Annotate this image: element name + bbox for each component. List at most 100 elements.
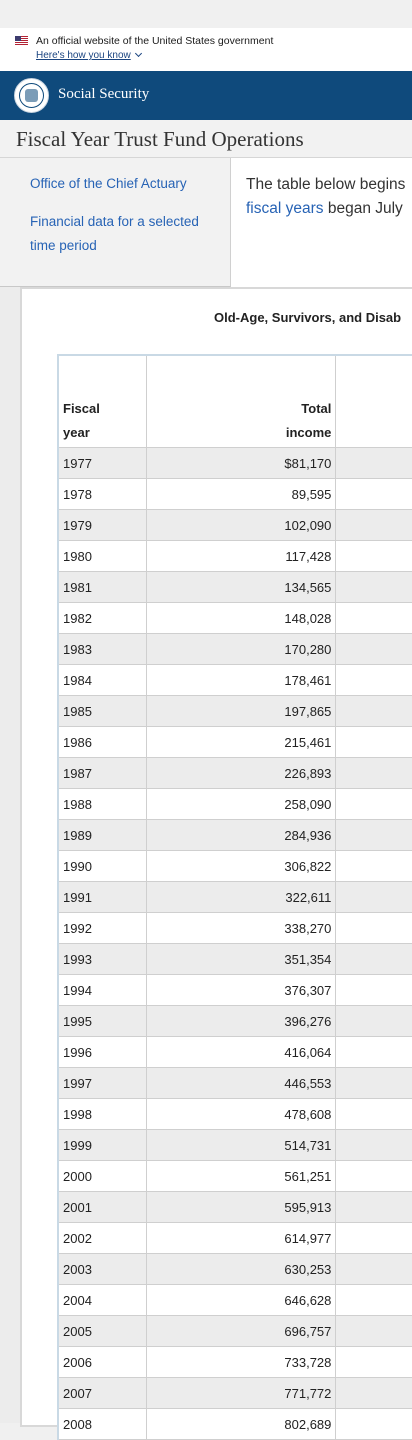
- table-row: 1995 396,276: [57, 1005, 412, 1037]
- cell-fiscal-year: 1989: [57, 819, 148, 851]
- table-title: Old-Age, Survivors, and Disab: [214, 310, 402, 325]
- cell-total-income: 351,354: [146, 943, 337, 975]
- cell-total-income: 215,461: [146, 726, 337, 758]
- cell-fiscal-year: 2002: [57, 1222, 148, 1254]
- cell-next: [335, 788, 412, 820]
- cell-next: [335, 447, 412, 479]
- table-row: 1991 322,611: [57, 881, 412, 913]
- cell-next: [335, 850, 412, 882]
- gov-banner: An official website of the United States…: [0, 28, 412, 71]
- cell-total-income: 733,728: [146, 1346, 337, 1378]
- cell-next: [335, 1222, 412, 1254]
- table-row: 2001 595,913: [57, 1191, 412, 1223]
- cell-fiscal-year: 1993: [57, 943, 148, 975]
- cell-next: [335, 1098, 412, 1130]
- table-row: 1997 446,553: [57, 1067, 412, 1099]
- cell-next: [335, 1036, 412, 1068]
- table-row: 1993 351,354: [57, 943, 412, 975]
- sidebar-item-financial-data[interactable]: Financial data for a selected time perio…: [30, 210, 199, 258]
- cell-fiscal-year: 1996: [57, 1036, 148, 1068]
- cell-fiscal-year: 2004: [57, 1284, 148, 1316]
- cell-total-income: 646,628: [146, 1284, 337, 1316]
- site-header: Social Security: [0, 71, 412, 120]
- cell-fiscal-year: 2008: [57, 1408, 148, 1440]
- seal-emblem: [25, 89, 38, 102]
- cell-total-income: 561,251: [146, 1160, 337, 1192]
- table-row: 2007 771,772: [57, 1377, 412, 1409]
- cell-total-income: 258,090: [146, 788, 337, 820]
- cell-next: [335, 974, 412, 1006]
- cell-fiscal-year: 1988: [57, 788, 148, 820]
- cell-total-income: 284,936: [146, 819, 337, 851]
- sidebar-item-financial-data-line1: Financial data for a selected: [30, 214, 199, 229]
- cell-total-income: 630,253: [146, 1253, 337, 1285]
- cell-fiscal-year: 1994: [57, 974, 148, 1006]
- table-row: 1999 514,731: [57, 1129, 412, 1161]
- column-header-total-income-line1: Total: [301, 401, 332, 416]
- cell-total-income: 148,028: [146, 602, 337, 634]
- table-row: 1980 117,428: [57, 540, 412, 572]
- cell-next: [335, 1315, 412, 1347]
- cell-next: [335, 1191, 412, 1223]
- cell-next: [335, 1129, 412, 1161]
- ssa-seal-logo[interactable]: [14, 78, 49, 113]
- table-row: 1984 178,461: [57, 664, 412, 696]
- table-row: 1977 $81,170: [57, 447, 412, 479]
- table-row: 1979 102,090: [57, 509, 412, 541]
- intro-panel: The table below begins fiscal years bega…: [231, 158, 412, 287]
- cell-total-income: 178,461: [146, 664, 337, 696]
- table-row: 1983 170,280: [57, 633, 412, 665]
- cell-total-income: 338,270: [146, 912, 337, 944]
- cell-fiscal-year: 2007: [57, 1377, 148, 1409]
- title-bar: Fiscal Year Trust Fund Operations: [0, 120, 412, 158]
- table-row: 1994 376,307: [57, 974, 412, 1006]
- cell-next: [335, 602, 412, 634]
- seal-ring: [19, 83, 44, 108]
- table-row: 2008 802,689: [57, 1408, 412, 1440]
- cell-fiscal-year: 1991: [57, 881, 148, 913]
- cell-fiscal-year: 1981: [57, 571, 148, 603]
- cell-total-income: 170,280: [146, 633, 337, 665]
- cell-next: [335, 664, 412, 696]
- fiscal-years-link[interactable]: fiscal years: [246, 200, 324, 217]
- cell-total-income: 376,307: [146, 974, 337, 1006]
- cell-fiscal-year: 1983: [57, 633, 148, 665]
- cell-next: [335, 1067, 412, 1099]
- sidebar-item-office-of-the-chief-actuary[interactable]: Office of the Chief Actuary: [30, 176, 187, 191]
- cell-fiscal-year: 2003: [57, 1253, 148, 1285]
- table-row: 2000 561,251: [57, 1160, 412, 1192]
- table-row: 1992 338,270: [57, 912, 412, 944]
- intro-line-2-rest: began July: [323, 200, 403, 217]
- cell-fiscal-year: 1979: [57, 509, 148, 541]
- heres-how-you-know-label: Here's how you know: [36, 50, 131, 61]
- cell-fiscal-year: 1985: [57, 695, 148, 727]
- site-name[interactable]: Social Security: [58, 86, 150, 102]
- cell-total-income: 595,913: [146, 1191, 337, 1223]
- cell-next: [335, 912, 412, 944]
- heres-how-you-know-link[interactable]: Here's how you know: [36, 49, 142, 61]
- cell-fiscal-year: 2000: [57, 1160, 148, 1192]
- table-row: 1987 226,893: [57, 757, 412, 789]
- cell-total-income: 396,276: [146, 1005, 337, 1037]
- cell-next: [335, 478, 412, 510]
- cell-next: [335, 726, 412, 758]
- cell-total-income: 322,611: [146, 881, 337, 913]
- table-row: 2006 733,728: [57, 1346, 412, 1378]
- cell-total-income: 416,064: [146, 1036, 337, 1068]
- table-row: 1990 306,822: [57, 850, 412, 882]
- top-shade: [0, 0, 412, 28]
- gov-banner-text: An official website of the United States…: [36, 35, 274, 47]
- cell-total-income: $81,170: [146, 447, 337, 479]
- cell-total-income: 102,090: [146, 509, 337, 541]
- cell-next: [335, 1284, 412, 1316]
- chevron-down-icon: [134, 49, 142, 58]
- cell-total-income: 134,565: [146, 571, 337, 603]
- cell-total-income: 696,757: [146, 1315, 337, 1347]
- intro-text: The table below begins fiscal years bega…: [246, 173, 412, 221]
- cell-fiscal-year: 1992: [57, 912, 148, 944]
- cell-total-income: 478,608: [146, 1098, 337, 1130]
- cell-next: [335, 509, 412, 541]
- cell-fiscal-year: 1987: [57, 757, 148, 789]
- table-row: 1985 197,865: [57, 695, 412, 727]
- trust-fund-table: Fiscal year Total income 1977 $81,170 1978…: [57, 354, 412, 1440]
